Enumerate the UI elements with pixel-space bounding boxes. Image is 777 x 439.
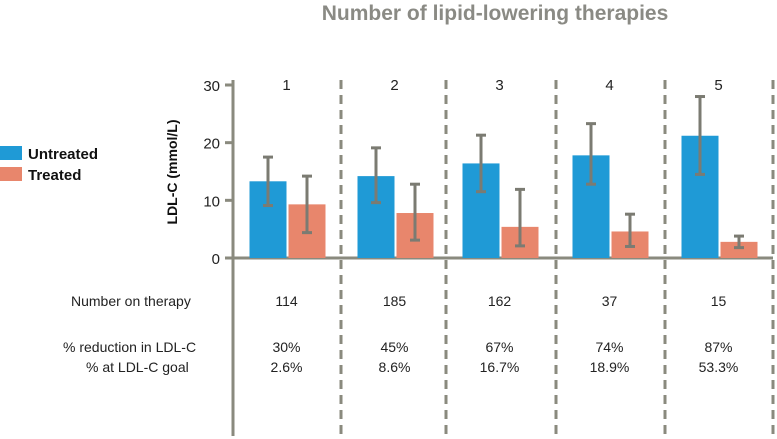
category-label: 4: [605, 77, 613, 94]
chart-title: Number of lipid-lowering therapies: [322, 2, 669, 25]
row-value: 114: [275, 293, 298, 309]
row-value: 162: [488, 293, 512, 309]
row-value: 15: [711, 293, 727, 309]
category-label: 3: [495, 77, 503, 94]
row-value: 74%: [595, 339, 623, 355]
row-value: 67%: [485, 339, 513, 355]
row-value: 18.9%: [590, 359, 630, 375]
y-tick-label: 30: [203, 78, 220, 95]
legend-label-treated: Treated: [28, 167, 81, 184]
row-value: 2.6%: [271, 359, 303, 375]
row-label: % reduction in LDL-C: [63, 339, 196, 355]
row-value: 185: [383, 293, 407, 309]
legend-swatch-treated: [0, 167, 22, 181]
row-value: 53.3%: [699, 359, 739, 375]
legend-label-untreated: Untreated: [28, 146, 98, 163]
row-value: 45%: [380, 339, 408, 355]
row-value: 87%: [704, 339, 732, 355]
legend-swatch-untreated: [0, 146, 22, 160]
row-value: 16.7%: [480, 359, 520, 375]
summary-rows: Number on therapy 114 185 162 37 15 % reductio…: [63, 293, 738, 375]
category-label: 5: [714, 77, 722, 94]
legend: Untreated Treated: [0, 146, 98, 184]
row-label: Number on therapy: [71, 293, 191, 309]
row-value: 37: [602, 293, 618, 309]
row-value: 30%: [272, 339, 300, 355]
y-tick-label: 0: [212, 251, 220, 268]
y-tick-label: 20: [203, 136, 220, 153]
row-label: % at LDL-C goal: [86, 359, 189, 375]
bars: [249, 135, 758, 258]
y-tick-label: 10: [203, 193, 220, 210]
error-bars: [263, 95, 744, 250]
row-value: 8.6%: [379, 359, 411, 375]
category-label: 2: [390, 77, 398, 94]
bar-treated-5: [720, 241, 758, 258]
category-label: 1: [282, 77, 290, 94]
y-axis-label: LDL-C (mmol/L): [164, 120, 180, 225]
